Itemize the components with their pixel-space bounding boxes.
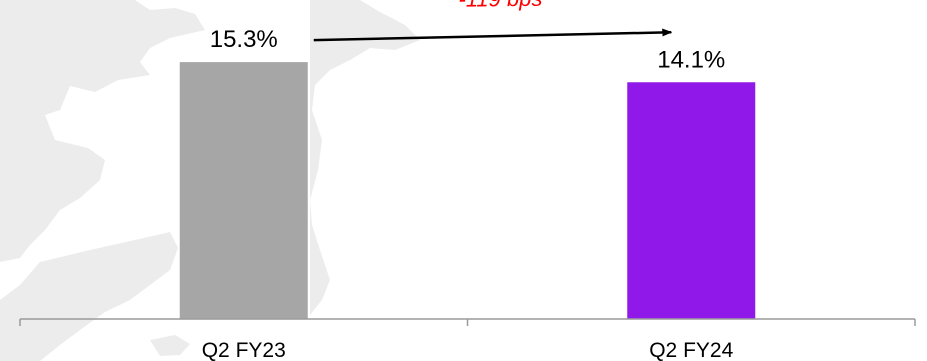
map-landmass-middle [0, 232, 178, 361]
x-axis-ticks [19, 319, 916, 326]
value-label-0: 15.3% [210, 26, 278, 53]
value-label-1: 14.1% [657, 46, 725, 73]
change-arrow [313, 28, 673, 42]
map-landmass-left [0, 0, 205, 262]
tick-label-0: Q2 FY23 [202, 339, 286, 361]
bars-group [179, 62, 756, 319]
bar-0 [179, 62, 308, 319]
map-island [150, 335, 190, 356]
bar-1 [627, 82, 756, 319]
background-map [0, 0, 420, 361]
tick-label-1: Q2 FY24 [649, 339, 733, 361]
value-labels-group: 15.3% 14.1% [210, 26, 726, 73]
x-axis-tick-labels: Q2 FY23 Q2 FY24 [202, 339, 734, 361]
map-landmass-right [310, 0, 420, 315]
change-annotation: -119 bps [458, 0, 542, 12]
